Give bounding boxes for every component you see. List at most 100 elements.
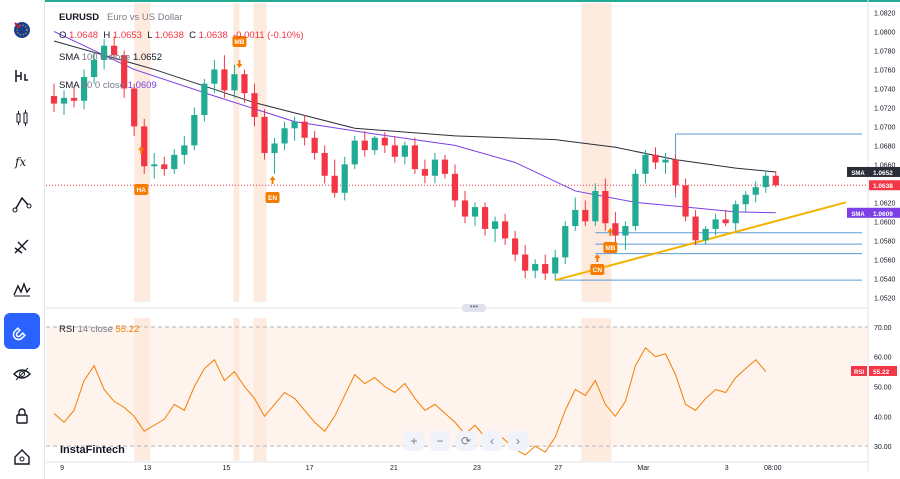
rsi-params: 14 close <box>77 324 113 335</box>
candle-body <box>451 173 459 201</box>
price-tick-label: 1.0720 <box>874 105 896 112</box>
scroll-right-button[interactable]: › <box>508 431 528 451</box>
candle-body <box>341 164 348 193</box>
candle-body <box>411 145 418 170</box>
sma50-params: 50 0 close <box>81 80 126 91</box>
candle-body <box>562 226 569 258</box>
candle-body <box>161 164 168 170</box>
zoom-out-button[interactable]: − <box>430 431 450 451</box>
price-tick-label: 1.0740 <box>874 86 896 93</box>
candle-body <box>321 152 328 176</box>
price-tick-label: 1.0600 <box>874 219 896 226</box>
event-arrow <box>269 176 276 184</box>
event-label-box <box>232 36 247 47</box>
svg-text:fx: fx <box>14 155 26 169</box>
candle-body <box>70 97 78 101</box>
candle-body <box>742 194 749 205</box>
candle-body <box>121 55 128 89</box>
time-tick-label: 13 <box>143 465 151 472</box>
sma100-value: 1.0652 <box>132 52 162 63</box>
candle-body <box>752 187 759 195</box>
time-tick-label: 27 <box>554 465 562 472</box>
candle-body <box>241 74 248 94</box>
magnet-icon[interactable] <box>4 313 40 349</box>
brand-logo: InstaFintech <box>60 444 125 456</box>
candle-body <box>171 154 178 170</box>
candle-body <box>421 169 429 176</box>
price-tick-label: 1.0520 <box>874 295 896 302</box>
reset-button[interactable]: ⟳ <box>456 431 476 451</box>
left-toolbar: fx <box>0 0 45 479</box>
event-band <box>233 3 240 302</box>
candle-body <box>441 159 449 174</box>
candle-body <box>271 143 278 153</box>
legend-high-label: H <box>103 30 111 41</box>
sma100-label: SMA <box>59 52 80 63</box>
time-tick-label: 9 <box>60 465 64 472</box>
event-label-box <box>265 192 280 203</box>
price-tick-label: 1.0620 <box>874 200 896 207</box>
candle-body <box>702 228 709 241</box>
zoom-in-button[interactable]: + <box>404 431 424 451</box>
candle-body <box>101 45 108 60</box>
candle-body <box>552 257 559 274</box>
fx-icon[interactable]: fx <box>4 143 40 179</box>
rsi-value-badge <box>869 365 897 376</box>
event-label: EN <box>268 195 277 202</box>
rsi-line <box>53 347 767 456</box>
fib-icon[interactable] <box>4 228 40 264</box>
candle-body <box>221 69 228 91</box>
candle-body <box>381 137 388 146</box>
candle-body <box>211 69 218 84</box>
sma-badge <box>847 166 869 177</box>
legend-close-label: C <box>189 30 197 41</box>
chart-type-icon[interactable] <box>4 58 40 94</box>
candle-body <box>231 74 238 91</box>
legend-change: -0.0011 (-0.10%) <box>233 30 304 41</box>
sma50-line <box>53 31 776 214</box>
candle-body <box>311 137 318 153</box>
navigation-controls: + − ⟳ ‹ › <box>404 431 528 451</box>
candle-body <box>251 93 258 117</box>
candle-body <box>131 88 138 127</box>
candle-body <box>261 116 268 153</box>
rsi-tick-label: 50.00 <box>874 385 892 392</box>
event-label: CN <box>593 267 603 274</box>
time-tick-label: 3 <box>725 465 729 472</box>
legend-symbol-row: EURUSD Euro vs US Dollar <box>59 12 183 23</box>
pane-resize-handle[interactable]: ••• <box>462 303 486 312</box>
legend-rsi-row: RSI 14 close 55.22 <box>59 324 139 335</box>
event-label-box <box>134 184 149 195</box>
price-tick-label: 1.0760 <box>874 67 896 74</box>
candle-body <box>90 59 98 78</box>
price-tick-label: 1.0780 <box>874 48 896 55</box>
price-tick-label: 1.0580 <box>874 238 896 245</box>
candle-body <box>532 264 539 271</box>
candle-body <box>191 115 198 146</box>
candle-body <box>391 145 398 157</box>
legend-name: Euro vs US Dollar <box>107 12 183 23</box>
candle-body <box>692 216 699 241</box>
legend-low: 1.0638 <box>154 30 184 41</box>
sma-badge-label: SMA <box>851 171 865 177</box>
candle-body <box>772 175 779 186</box>
trend-tool-icon[interactable] <box>4 186 40 222</box>
price-tick-label: 1.0820 <box>874 10 896 17</box>
sma-badge <box>847 207 869 218</box>
candle-body <box>622 226 629 236</box>
rsi-value: 55.22 <box>115 324 140 335</box>
pattern-icon[interactable] <box>4 271 40 307</box>
candle-body <box>111 45 118 56</box>
scroll-left-button[interactable]: ‹ <box>482 431 502 451</box>
event-label-box <box>590 264 605 275</box>
candle-body <box>361 140 368 151</box>
sma100-params: 100 0 close <box>81 52 131 63</box>
rsi-value-label: 55.22 <box>873 369 890 376</box>
home-icon[interactable] <box>4 439 40 475</box>
lock-icon[interactable] <box>4 398 40 434</box>
eye-icon[interactable] <box>4 356 40 392</box>
candles-icon[interactable] <box>4 100 40 136</box>
flag-icon[interactable] <box>4 12 40 48</box>
time-tick-label: 17 <box>306 465 314 472</box>
